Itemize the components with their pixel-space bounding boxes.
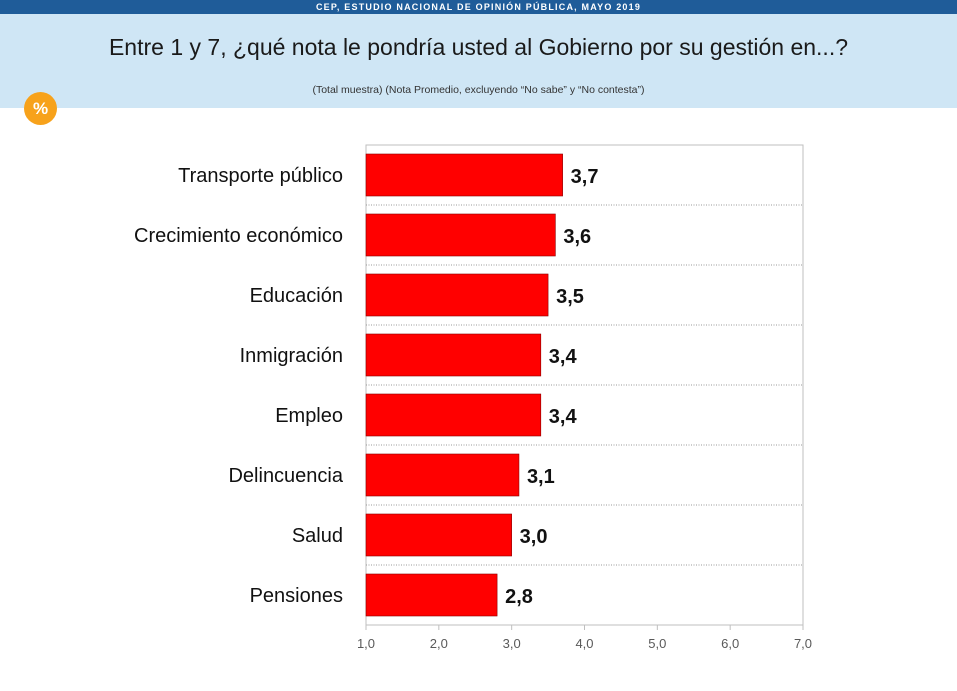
category-label: Pensiones	[250, 585, 343, 607]
category-label: Delincuencia	[228, 465, 343, 487]
bar	[365, 153, 563, 197]
chart-title: Entre 1 y 7, ¿qué nota le pondría usted …	[108, 34, 849, 60]
category-label: Crecimiento económico	[134, 225, 343, 247]
percent-badge-icon: %	[24, 92, 57, 125]
x-tick-label: 6,0	[721, 636, 739, 651]
bar	[365, 453, 520, 497]
header-panel: Entre 1 y 7, ¿qué nota le pondría usted …	[0, 14, 957, 108]
category-label: Salud	[292, 525, 343, 547]
bar	[365, 213, 556, 257]
category-label: Transporte público	[178, 165, 343, 187]
bar	[365, 573, 498, 617]
source-banner: CEP, ESTUDIO NACIONAL DE OPINIÓN PÚBLICA…	[0, 0, 957, 14]
value-label: 3,1	[527, 466, 555, 488]
value-label: 3,5	[556, 286, 584, 308]
bar	[365, 333, 542, 377]
value-label: 2,8	[505, 586, 533, 608]
bar	[365, 393, 542, 437]
x-tick-label: 4,0	[575, 636, 593, 651]
category-label: Empleo	[275, 405, 343, 427]
value-label: 3,4	[549, 346, 578, 368]
value-label: 3,0	[520, 526, 548, 548]
x-tick-label: 2,0	[430, 636, 448, 651]
x-tick-label: 1,0	[357, 636, 375, 651]
category-label: Educación	[250, 285, 343, 307]
value-label: 3,6	[563, 226, 591, 248]
category-label: Inmigración	[240, 345, 343, 367]
x-tick-label: 5,0	[648, 636, 666, 651]
bar	[365, 273, 549, 317]
x-tick-label: 7,0	[794, 636, 812, 651]
bar	[365, 513, 512, 557]
value-label: 3,7	[571, 166, 599, 188]
x-tick-label: 3,0	[503, 636, 521, 651]
chart-subtitle: (Total muestra) (Nota Promedio, excluyen…	[312, 84, 645, 96]
value-label: 3,4	[549, 406, 578, 428]
